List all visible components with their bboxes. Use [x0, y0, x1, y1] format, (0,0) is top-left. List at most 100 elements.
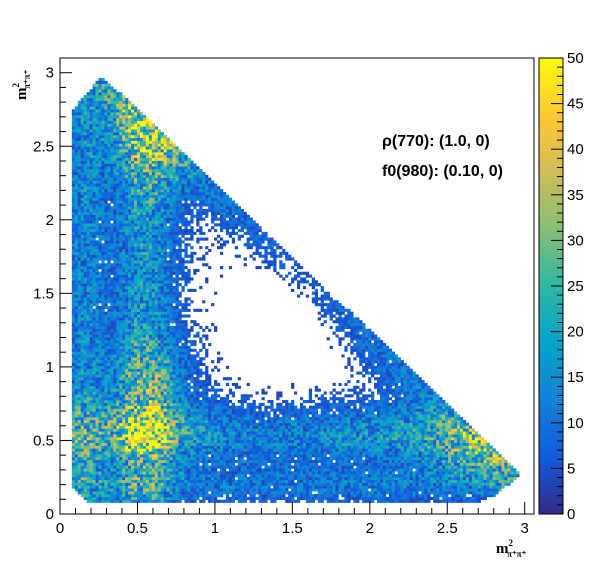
heatmap-cell [175, 226, 179, 230]
heatmap-cell [137, 243, 141, 247]
heatmap-cell [169, 152, 173, 156]
heatmap-cell [128, 240, 132, 244]
heatmap-cell [134, 308, 138, 312]
heatmap-cell [139, 280, 144, 284]
heatmap-cell [169, 485, 173, 489]
heatmap-cell [83, 160, 87, 164]
heatmap-cell [119, 209, 123, 213]
heatmap-cell [166, 365, 170, 369]
heatmap-cell [160, 482, 164, 486]
heatmap-cell [137, 337, 141, 341]
heatmap-cell [104, 317, 108, 321]
heatmap-cell [116, 471, 120, 475]
heatmap-cell [104, 203, 108, 207]
heatmap-cell [80, 183, 84, 187]
heatmap-cell [163, 311, 167, 315]
heatmap-cell [113, 206, 117, 210]
heatmap-cell [77, 183, 81, 187]
heatmap-cell [151, 291, 156, 295]
heatmap-cell [128, 334, 132, 338]
heatmap-cell [128, 417, 132, 421]
heatmap-cell [113, 143, 117, 147]
heatmap-cell [128, 120, 132, 124]
heatmap-cell [178, 454, 182, 458]
heatmap-cell [77, 360, 81, 364]
heatmap-cell [166, 422, 170, 426]
heatmap-cell [119, 177, 123, 181]
heatmap-cell [169, 314, 173, 318]
heatmap-cell [113, 422, 117, 426]
heatmap-cell [86, 163, 90, 167]
heatmap-cell [107, 471, 111, 475]
heatmap-cell [148, 137, 153, 141]
heatmap-cell [148, 442, 153, 446]
heatmap-cell [122, 496, 126, 500]
heatmap-cell [80, 143, 84, 147]
heatmap-cell [151, 417, 156, 421]
heatmap-cell [125, 283, 129, 287]
heatmap-cell [89, 380, 93, 384]
heatmap-cell [101, 214, 105, 218]
heatmap-cell [116, 243, 120, 247]
heatmap-cell [80, 479, 84, 483]
heatmap-cell [125, 220, 129, 224]
heatmap-cell [80, 428, 84, 432]
heatmap-cell [134, 348, 138, 352]
heatmap-cell [119, 397, 123, 401]
heatmap-cell [131, 183, 135, 187]
heatmap-cell [166, 343, 170, 347]
heatmap-cell [95, 143, 99, 147]
heatmap-cell [89, 459, 93, 463]
heatmap-cell [175, 343, 179, 347]
heatmap-cell [89, 394, 93, 398]
heatmap-cell [98, 482, 102, 486]
heatmap-cell [137, 191, 141, 196]
heatmap-cell [110, 263, 114, 267]
heatmap-cell [119, 422, 123, 426]
heatmap-cell [145, 348, 150, 352]
heatmap-cell [157, 183, 161, 187]
heatmap-cell [145, 325, 150, 329]
heatmap-cell [139, 234, 144, 238]
heatmap-cell [163, 391, 167, 395]
heatmap-cell [131, 462, 135, 466]
heatmap-cell [98, 360, 102, 364]
heatmap-cell [169, 471, 173, 475]
heatmap-cell [142, 214, 147, 218]
heatmap-cell [160, 499, 164, 503]
heatmap-cell [80, 331, 84, 335]
heatmap-cell [157, 334, 161, 338]
heatmap-cell [92, 220, 96, 224]
heatmap-cell [77, 459, 81, 463]
heatmap-cell [110, 271, 114, 275]
heatmap-cell [71, 200, 76, 204]
heatmap-cell [107, 191, 111, 196]
heatmap-cell [151, 166, 156, 170]
heatmap-cell [122, 180, 126, 184]
heatmap-cell [151, 394, 156, 398]
heatmap-cell [139, 300, 144, 304]
heatmap-cell [86, 360, 90, 364]
heatmap-cell [77, 419, 81, 424]
heatmap-cell [77, 362, 81, 367]
heatmap-cell [131, 223, 135, 227]
heatmap-cell [160, 194, 164, 198]
heatmap-cell [92, 388, 96, 392]
heatmap-cell [119, 425, 123, 429]
heatmap-cell [122, 391, 126, 395]
heatmap-cell [134, 494, 138, 498]
heatmap-cell [116, 391, 120, 395]
heatmap-cell [86, 194, 90, 198]
heatmap-cell [113, 351, 117, 355]
heatmap-cell [107, 112, 111, 116]
heatmap-cell [166, 194, 170, 198]
heatmap-cell [83, 260, 87, 264]
heatmap-cell [134, 485, 138, 489]
heatmap-cell [139, 166, 144, 170]
heatmap-cell [110, 117, 114, 121]
heatmap-cell [157, 468, 161, 472]
heatmap-cell [137, 197, 141, 201]
heatmap-cell [134, 437, 138, 441]
heatmap-cell [125, 106, 129, 110]
heatmap-cell [107, 115, 111, 119]
